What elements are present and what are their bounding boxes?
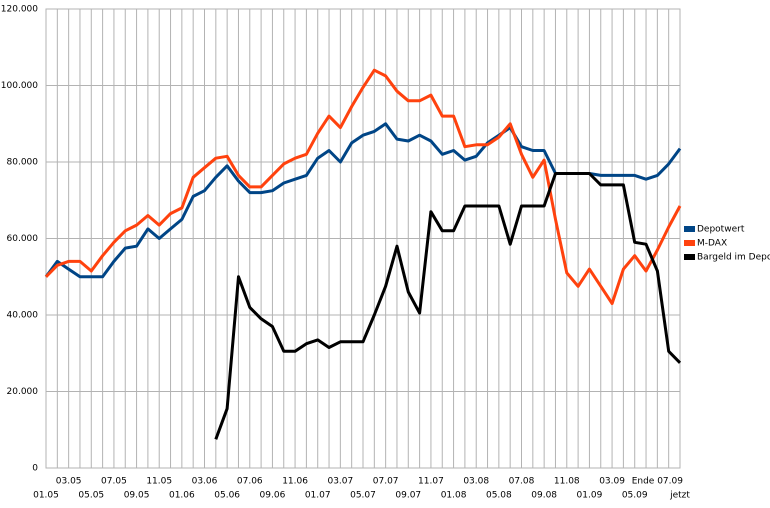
x-tick-label: 07.08 <box>509 477 535 487</box>
x-tick-label: 11.06 <box>282 477 308 487</box>
x-tick-label: 03.08 <box>463 477 489 487</box>
y-tick-label: 40.000 <box>7 311 39 321</box>
legend-swatch <box>684 226 695 232</box>
x-tick-label: 01.09 <box>577 491 603 501</box>
x-tick-label: 11.07 <box>418 477 444 487</box>
x-tick-label: 11.08 <box>554 477 580 487</box>
x-tick-label: jetzt <box>669 491 690 501</box>
legend-swatch <box>684 240 695 246</box>
x-tick-label: 07.07 <box>373 477 399 487</box>
y-tick-label: 80.000 <box>7 158 39 168</box>
x-tick-label: 03.09 <box>599 477 625 487</box>
x-tick-label: Ende 07.09 <box>632 477 684 487</box>
x-tick-label: 05.05 <box>78 491 104 501</box>
y-tick-label: 100.000 <box>1 81 38 91</box>
x-tick-label: 03.06 <box>192 477 218 487</box>
x-tick-label: 11.05 <box>146 477 172 487</box>
x-tick-label: 03.05 <box>56 477 82 487</box>
legend-label: M-DAX <box>697 239 727 249</box>
legend-swatch <box>684 254 695 260</box>
x-tick-label: 09.08 <box>531 491 557 501</box>
series-line <box>214 172 682 440</box>
plot-border <box>45 8 681 469</box>
x-tick-label: 09.05 <box>124 491 150 501</box>
legend-label: Depotwert <box>697 225 745 235</box>
x-tick-label: 09.07 <box>395 491 421 501</box>
legend-label: Bargeld im Depot <box>697 253 770 263</box>
x-tick-label: 07.05 <box>101 477 127 487</box>
y-tick-label: 120.000 <box>1 5 38 15</box>
x-tick-label: 01.07 <box>305 491 331 501</box>
x-tick-label: 01.08 <box>441 491 467 501</box>
x-tick-label: 05.08 <box>486 491 512 501</box>
x-tick-label: 09.06 <box>260 491 286 501</box>
y-tick-label: 0 <box>32 464 38 474</box>
y-tick-label: 60.000 <box>7 234 39 244</box>
x-tick-label: 05.07 <box>350 491 376 501</box>
series-line <box>44 68 682 305</box>
x-tick-label: 05.06 <box>214 491 240 501</box>
x-tick-label: 01.05 <box>33 491 59 501</box>
y-tick-label: 20.000 <box>7 387 39 397</box>
x-tick-label: 05.09 <box>622 491 648 501</box>
x-tick-label: 01.06 <box>169 491 195 501</box>
x-tick-label: 03.07 <box>327 477 353 487</box>
x-tick-label: 07.06 <box>237 477 263 487</box>
